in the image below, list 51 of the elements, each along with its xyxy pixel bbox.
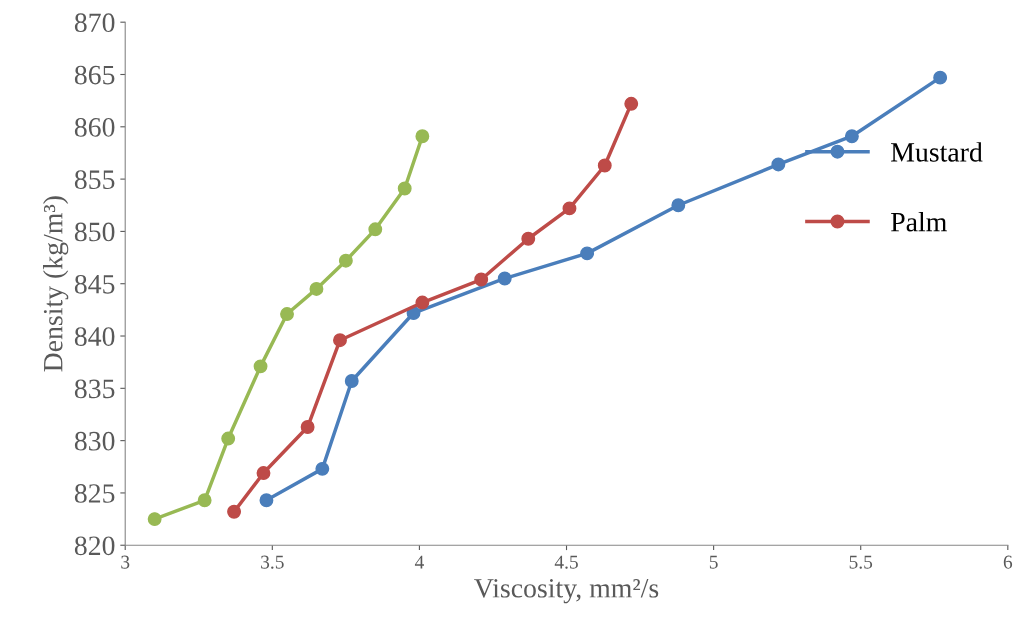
x-tick-label: 3.5 [261,555,284,569]
point [933,70,948,85]
point [368,222,383,237]
x-tick-label: 5 [709,555,718,569]
point [147,512,162,527]
y-tick-label: 845 [74,274,115,294]
point [671,198,686,213]
point [562,201,577,216]
point [197,493,212,508]
y-tick-label: 855 [74,170,115,190]
point [521,231,536,246]
legend-label: Palm [891,211,947,232]
point [338,253,353,268]
point [253,359,268,374]
y-tick-label: 830 [74,431,115,451]
point [597,158,612,173]
point [256,466,271,481]
x-tick-label: 4.5 [554,555,578,569]
x-axis-title: Viscosity, mm²/s [474,578,659,604]
point [771,157,786,172]
point [415,129,430,144]
x-tick-label: 4 [414,555,424,569]
point [344,374,359,388]
point [315,461,330,476]
y-tick-label: 820 [74,536,115,556]
point [280,307,294,321]
point [844,129,859,144]
legend-label: Mustard [891,142,983,162]
y-tick-label: 850 [74,222,115,242]
point [300,420,315,434]
y-tick-label: 870 [74,13,115,33]
point [580,246,595,261]
point [227,504,242,519]
y-tick-label: 840 [74,327,115,346]
x-tick-label: 6 [1003,555,1013,569]
x-tick-label: 3 [121,555,130,569]
point [624,96,639,111]
point [497,271,512,286]
point [309,282,324,296]
y-tick-label: 860 [74,117,115,137]
y-tick-label: 835 [74,379,115,399]
point [221,431,236,446]
x-tick-label: 5.5 [849,555,873,569]
point [333,333,347,348]
point [474,272,489,287]
y-tick-label: 825 [74,484,115,503]
point [415,295,430,310]
y-axis-title: Density (kg/m³) [43,196,69,372]
y-tick-label: 865 [74,65,115,85]
point [259,493,274,508]
point [397,181,412,196]
